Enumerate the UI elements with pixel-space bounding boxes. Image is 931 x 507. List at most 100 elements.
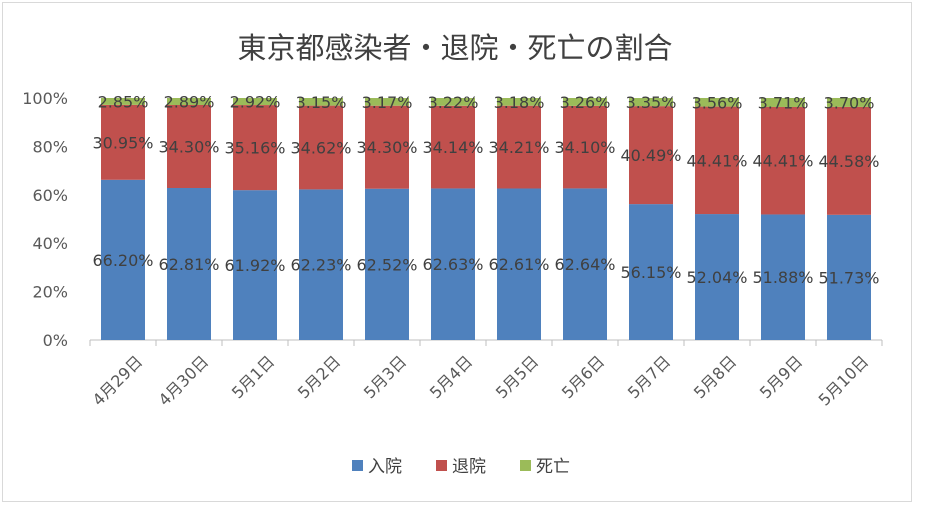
bars: [101, 97, 871, 340]
legend: 入院 退院 死亡: [352, 457, 570, 477]
data-label: 34.62%: [290, 139, 351, 158]
x-tick-label: 5月7日: [624, 352, 674, 402]
bar-segment: [827, 97, 871, 107]
bar-segment: [431, 105, 475, 189]
data-label: 66.20%: [92, 251, 153, 270]
bar-segment: [563, 188, 607, 340]
data-label: 52.04%: [686, 268, 747, 287]
bar-segment: [101, 104, 145, 180]
bar-segment: [629, 204, 673, 340]
bar-segment: [827, 106, 871, 215]
data-label: 35.16%: [224, 139, 285, 158]
data-label: 2.92%: [230, 93, 281, 112]
x-tick-label: 5月5日: [492, 352, 542, 402]
data-label: 3.26%: [560, 93, 611, 112]
data-labels: 66.20% 30.95% 2.85% 62.81% 34.30% 2.89% 61.92%…: [92, 92, 879, 287]
bar-segment: [101, 98, 145, 105]
bar-segment: [695, 106, 739, 215]
y-tick-label: 60%: [32, 186, 68, 205]
bar-segment: [431, 98, 475, 106]
chart-title: 東京都感染者・退院・死亡の割合: [237, 31, 672, 65]
bar-segment: [761, 98, 805, 107]
bar-segment: [365, 105, 409, 189]
bar-segment: [695, 214, 739, 340]
data-label: 3.35%: [626, 93, 677, 112]
data-label: 62.52%: [356, 255, 417, 274]
bar-segment: [695, 97, 739, 107]
bar-segment: [101, 179, 145, 340]
y-tick-label: 40%: [32, 234, 68, 253]
bar-segment: [365, 98, 409, 106]
x-tick-label: 5月8日: [690, 352, 740, 402]
legend-label: 入院: [368, 457, 402, 477]
x-tick-label: 5月9日: [756, 352, 806, 402]
bar-segment: [497, 188, 541, 340]
data-label: 34.30%: [158, 137, 219, 156]
x-tick-label: 5月3日: [360, 352, 410, 402]
legend-swatch: [352, 460, 363, 471]
data-label: 3.15%: [296, 93, 347, 112]
legend-swatch: [520, 460, 531, 471]
x-tick-label: 5月4日: [426, 352, 476, 402]
data-label: 3.18%: [494, 93, 545, 112]
data-label: 3.22%: [428, 93, 479, 112]
data-label: 44.41%: [752, 152, 813, 171]
data-label: 40.49%: [620, 146, 681, 165]
data-label: 3.56%: [692, 93, 743, 112]
bar-segment: [497, 98, 541, 106]
bar-segment: [167, 98, 211, 105]
data-label: 30.95%: [92, 133, 153, 152]
x-tick-label: 4月29日: [89, 352, 147, 410]
data-label: 56.15%: [620, 263, 681, 282]
y-tick-labels: 0% 20% 40% 60% 80% 100%: [22, 89, 68, 350]
data-label: 34.10%: [554, 138, 615, 157]
y-tick-label: 20%: [32, 283, 68, 302]
data-label: 61.92%: [224, 256, 285, 275]
bar-segment: [629, 106, 673, 205]
data-label: 44.58%: [818, 152, 879, 171]
data-label: 3.71%: [758, 93, 809, 112]
bar-segment: [563, 98, 607, 106]
bar-segment: [299, 105, 343, 190]
x-tick-label: 4月30日: [155, 352, 213, 410]
bar-segment: [629, 98, 673, 107]
bar-segment: [299, 189, 343, 340]
bar-segment: [563, 105, 607, 189]
x-tick-label: 5月2日: [294, 352, 344, 402]
bar-segment: [233, 98, 277, 106]
y-tick-label: 100%: [22, 89, 68, 108]
data-label: 2.89%: [164, 92, 215, 111]
bar-segment: [233, 190, 277, 340]
y-tick-label: 80%: [32, 137, 68, 156]
data-label: 51.88%: [752, 268, 813, 287]
x-tick-label: 5月1日: [228, 352, 278, 402]
legend-swatch: [436, 460, 447, 471]
bar-segment: [167, 187, 211, 340]
y-tick-label: 0%: [43, 331, 68, 350]
data-label: 62.23%: [290, 256, 351, 275]
data-label: 62.63%: [422, 255, 483, 274]
bar-segment: [827, 214, 871, 340]
bar-segment: [365, 188, 409, 340]
x-tick-label: 5月6日: [558, 352, 608, 402]
bar-segment: [299, 98, 343, 106]
bar-segment: [497, 105, 541, 189]
data-label: 62.61%: [488, 255, 549, 274]
data-label: 2.85%: [98, 92, 149, 111]
legend-label: 死亡: [536, 457, 570, 477]
x-tick-labels: 4月29日 4月30日 5月1日 5月2日 5月3日 5月4日 5月5日 5月6日 5月7日 5月…: [89, 352, 873, 410]
axes: [89, 339, 883, 346]
legend-label: 退院: [452, 457, 486, 477]
bar-segment: [233, 105, 277, 191]
data-label: 3.17%: [362, 93, 413, 112]
bar-segment: [761, 214, 805, 340]
data-label: 3.70%: [824, 93, 875, 112]
data-label: 34.21%: [488, 138, 549, 157]
data-label: 44.41%: [686, 151, 747, 170]
data-label: 34.14%: [422, 138, 483, 157]
bar-segment: [167, 104, 211, 188]
bar-segment: [431, 188, 475, 340]
data-label: 51.73%: [818, 268, 879, 287]
x-tick-label: 5月10日: [815, 352, 873, 410]
